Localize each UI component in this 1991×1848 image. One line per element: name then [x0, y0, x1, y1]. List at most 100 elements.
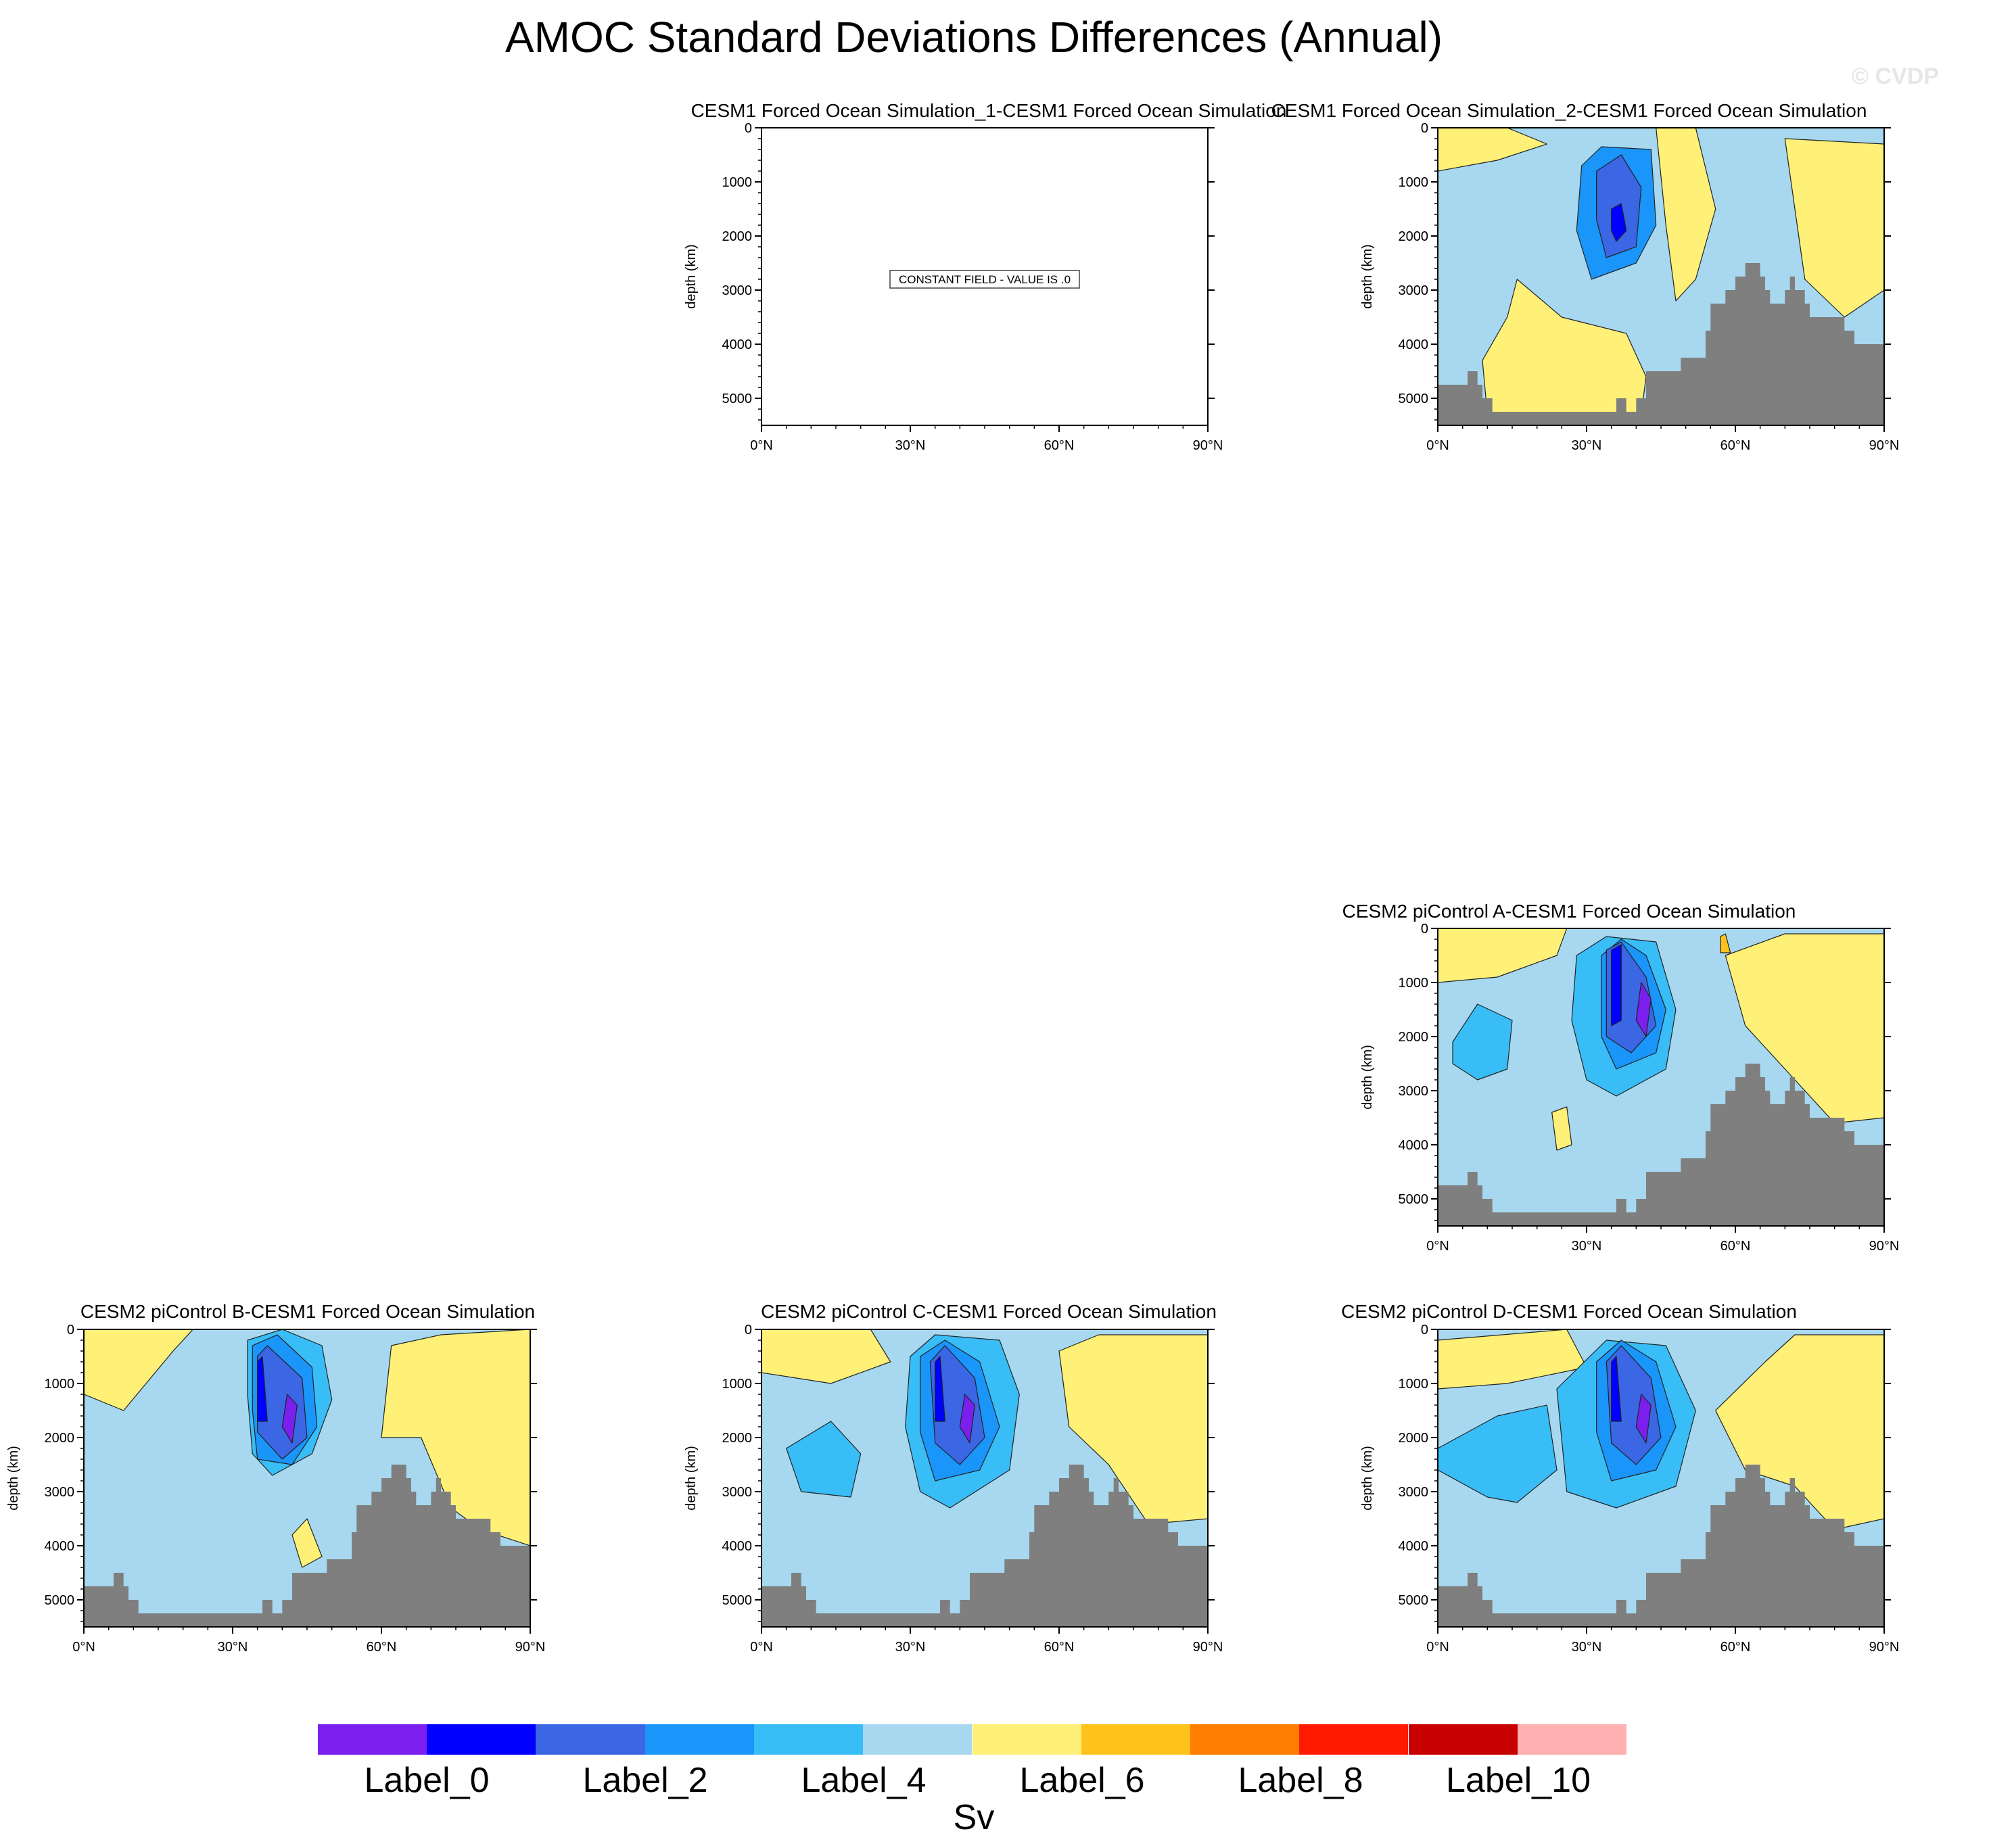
x-tick-label: 60°N [1720, 1239, 1751, 1254]
x-tick-label: 30°N [895, 438, 926, 453]
y-tick-label: 3000 [722, 283, 753, 298]
seafloor-topography [1438, 263, 1884, 425]
colorbar-label: Label_2 [582, 1761, 708, 1800]
colorbar-swatch [536, 1724, 645, 1755]
x-tick-label: 90°N [1869, 438, 1900, 453]
colorbar-swatch [645, 1724, 754, 1755]
y-tick-label: 2000 [45, 1431, 75, 1446]
colorbar-label: Label_8 [1238, 1761, 1363, 1800]
colorbar [318, 1724, 1626, 1755]
y-tick-label: 2000 [1399, 1431, 1429, 1446]
plot-area [1438, 128, 1884, 425]
x-tick-label: 90°N [1869, 1640, 1900, 1655]
y-tick-label: 3000 [1399, 1084, 1429, 1099]
x-tick-label: 90°N [1193, 1640, 1223, 1655]
y-tick-label: 4000 [1399, 337, 1429, 352]
panel-title: CESM1 Forced Ocean Simulation_2-CESM1 Fo… [1271, 100, 1867, 121]
x-tick-label: 0°N [1426, 1239, 1449, 1254]
x-tick-label: 30°N [1572, 1640, 1602, 1655]
panel-title: CESM2 piControl C-CESM1 Forced Ocean Sim… [761, 1301, 1217, 1322]
contour-region [786, 1421, 862, 1498]
contour-region [959, 1394, 975, 1444]
contour-region [1611, 203, 1627, 242]
x-tick-label: 0°N [750, 438, 773, 453]
y-tick-label: 0 [745, 121, 752, 136]
contour-region [935, 1356, 945, 1422]
y-tick-label: 0 [745, 1323, 752, 1337]
x-tick-label: 0°N [1426, 1640, 1449, 1655]
contour-region [1611, 944, 1622, 1026]
colorbar-swatch [972, 1724, 1081, 1755]
y-axis-label: depth (km) [6, 1446, 21, 1511]
x-tick-label: 30°N [895, 1640, 926, 1655]
y-axis-label: depth (km) [684, 244, 699, 309]
watermark: © CVDP [1852, 64, 1939, 89]
plot-area [762, 1329, 1208, 1627]
contour-region [1635, 1394, 1652, 1444]
plot-p6: 0 1000 2000 3000 4000 5000 0°N 30°N 60°N 90°N dept… [1360, 1323, 1899, 1655]
x-tick-label: 60°N [1044, 1640, 1075, 1655]
contour-region [257, 1356, 268, 1422]
panel-title: CESM2 piControl A-CESM1 Forced Ocean Sim… [1342, 901, 1796, 922]
y-tick-label: 5000 [45, 1593, 75, 1608]
plot-area [1438, 1329, 1884, 1627]
x-tick-label: 0°N [72, 1640, 95, 1655]
contour-region [84, 1329, 193, 1411]
annotation-text: CONSTANT FIELD - VALUE IS .0 [899, 273, 1071, 286]
x-tick-label: 0°N [750, 1640, 773, 1655]
x-tick-label: 90°N [1869, 1239, 1900, 1254]
y-tick-label: 2000 [722, 229, 753, 244]
y-tick-label: 4000 [1399, 1138, 1429, 1153]
plot-area [84, 1329, 530, 1627]
contour-region [1438, 928, 1568, 983]
x-tick-label: 90°N [1193, 438, 1223, 453]
x-tick-label: 60°N [1044, 438, 1075, 453]
annotation-box [889, 270, 1080, 289]
contour-region [1058, 1334, 1208, 1525]
y-tick-label: 3000 [1399, 1485, 1429, 1500]
y-tick-label: 1000 [722, 1377, 753, 1392]
x-tick-label: 0°N [1426, 438, 1449, 453]
y-axis-label: depth (km) [1360, 1446, 1375, 1511]
x-tick-label: 60°N [367, 1640, 397, 1655]
colorbar-swatch [1190, 1724, 1300, 1755]
plot-p2: 0 1000 2000 3000 4000 5000 0°N 30°N 60°N 90°N dept… [1360, 121, 1899, 453]
panel-title: CESM2 piControl B-CESM1 Forced Ocean Sim… [80, 1301, 536, 1322]
contour-region [281, 1394, 298, 1444]
x-tick-label: 60°N [1720, 438, 1751, 453]
x-tick-label: 60°N [1720, 1640, 1751, 1655]
x-tick-label: 30°N [1572, 1239, 1602, 1254]
colorbar-swatch [1299, 1724, 1409, 1755]
y-tick-label: 0 [1421, 121, 1428, 136]
seafloor-topography [1438, 1064, 1884, 1226]
plot-p5: 0 1000 2000 3000 4000 5000 0°N 30°N 60°N 90°N dept… [684, 1323, 1223, 1655]
y-tick-label: 4000 [1399, 1539, 1429, 1554]
y-tick-label: 0 [1421, 922, 1428, 937]
y-tick-label: 1000 [1399, 976, 1429, 991]
seafloor-topography [762, 1465, 1208, 1627]
contour-region [1720, 933, 1731, 953]
panel-title: CESM1 Forced Ocean Simulation_1-CESM1 Fo… [690, 100, 1287, 121]
x-tick-label: 90°N [515, 1640, 546, 1655]
y-tick-label: 5000 [722, 392, 753, 406]
colorbar-swatch [863, 1724, 973, 1755]
colorbar-swatch [318, 1724, 427, 1755]
y-tick-label: 4000 [45, 1539, 75, 1554]
plot-p1: 0 1000 2000 3000 4000 5000 0°N 30°N 60°N 90°N dept… [684, 121, 1223, 453]
colorbar-units: Sv [953, 1798, 995, 1837]
colorbar-label: Label_10 [1446, 1761, 1591, 1800]
y-tick-label: 0 [1421, 1323, 1428, 1337]
colorbar-label: Label_6 [1019, 1761, 1145, 1800]
contour-region [1725, 933, 1884, 1124]
y-tick-label: 3000 [722, 1485, 753, 1500]
panel-title: CESM2 piControl D-CESM1 Forced Ocean Sim… [1341, 1301, 1797, 1322]
colorbar-swatch [427, 1724, 536, 1755]
y-tick-label: 1000 [45, 1377, 75, 1392]
seafloor-topography [1438, 1465, 1884, 1627]
colorbar-swatch [1408, 1724, 1518, 1755]
y-tick-label: 5000 [1399, 1593, 1429, 1608]
y-tick-label: 2000 [722, 1431, 753, 1446]
contour-region [1635, 982, 1652, 1037]
y-tick-label: 3000 [45, 1485, 75, 1500]
